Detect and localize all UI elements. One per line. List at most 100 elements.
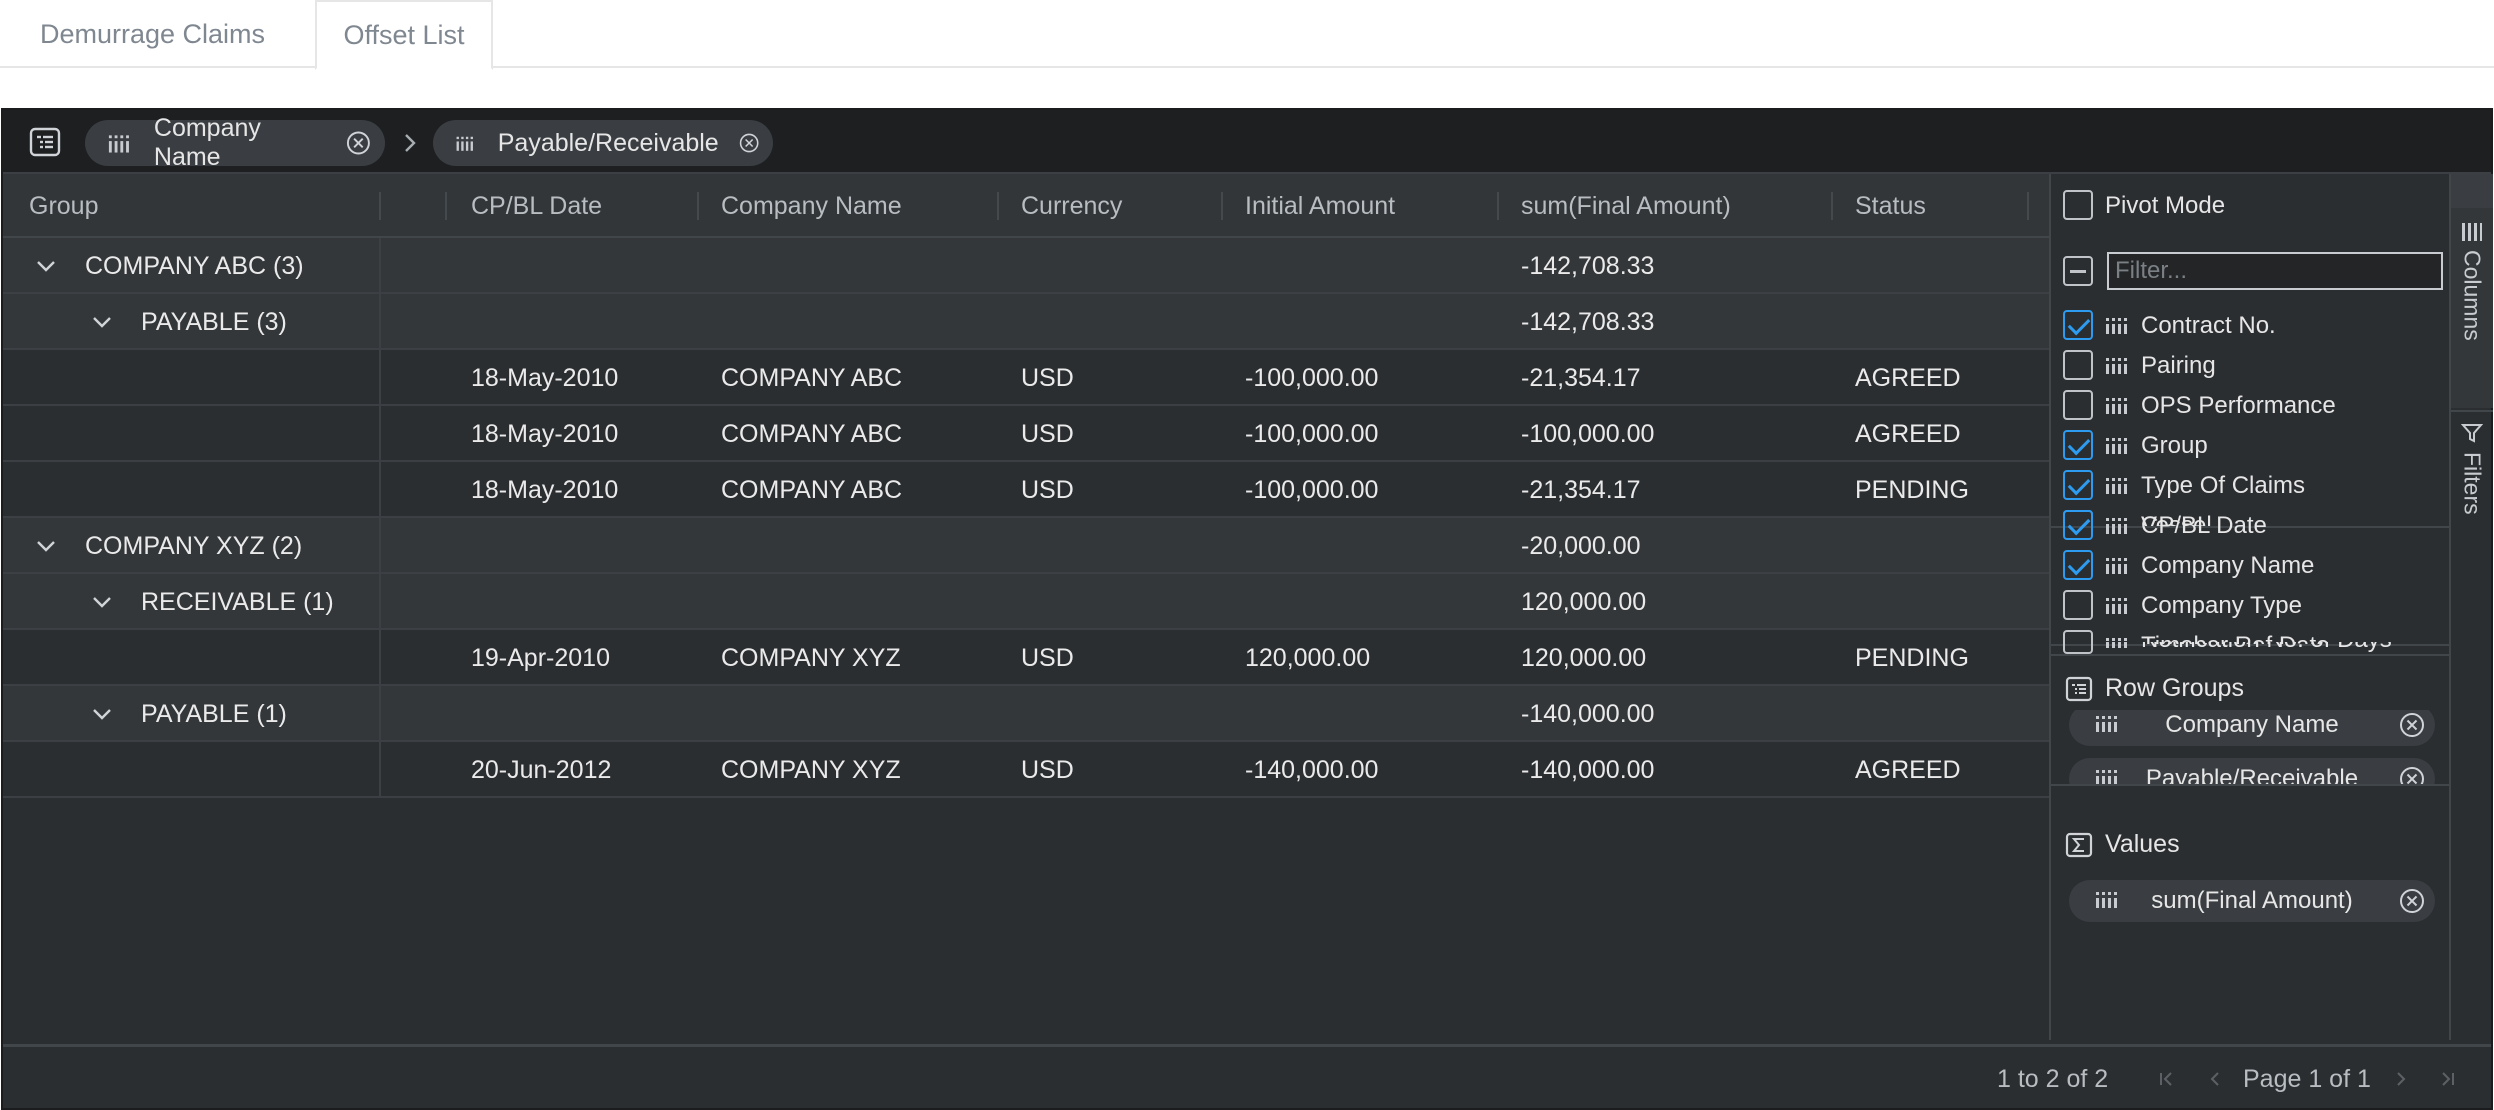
last-page-icon[interactable] [2437, 1069, 2457, 1089]
column-checkbox[interactable] [2063, 390, 2093, 420]
drag-handle-icon[interactable] [2105, 597, 2127, 615]
header-initial-amount[interactable]: Initial Amount [1245, 191, 1396, 220]
table-row-group[interactable]: COMPANY XYZ (2) -20,000.00 [3, 518, 2049, 574]
column-resize-handle[interactable] [997, 192, 999, 220]
column-resize-handle[interactable] [445, 192, 447, 220]
table-row-group[interactable]: RECEIVABLE (1) 120,000.00 [3, 574, 2049, 630]
column-filter-input[interactable]: Filter... [2107, 252, 2443, 290]
drag-handle-icon[interactable] [107, 133, 130, 153]
column-item-company-type[interactable]: Company Type [2051, 586, 2451, 626]
tab-demurrage-claims[interactable]: Demurrage Claims [39, 18, 266, 49]
remove-icon[interactable] [2399, 712, 2425, 738]
expand-toggle[interactable] [91, 574, 113, 630]
remove-icon[interactable] [2399, 888, 2425, 914]
expand-toggle[interactable] [35, 238, 57, 294]
header-group[interactable]: Group [29, 191, 99, 220]
status-cell: PENDING [1855, 475, 1969, 504]
column-checkbox[interactable] [2063, 310, 2093, 340]
column-checkbox[interactable] [2063, 430, 2093, 460]
column-resize-handle[interactable] [2027, 192, 2029, 220]
page-indicator: Page 1 of 1 [2243, 1064, 2371, 1093]
drag-handle-icon[interactable] [2105, 517, 2127, 535]
remove-icon[interactable] [739, 130, 759, 156]
drag-handle-icon[interactable] [2105, 437, 2127, 455]
select-all-checkbox[interactable] [2063, 256, 2093, 286]
column-item-contract-no[interactable]: Contract No. [2051, 306, 2451, 346]
pivot-mode-checkbox[interactable] [2063, 190, 2093, 220]
column-checkbox[interactable] [2063, 510, 2093, 540]
expand-toggle[interactable] [35, 518, 57, 574]
currency-cell: USD [1021, 419, 1074, 448]
column-resize-handle[interactable] [1831, 192, 1833, 220]
column-item-pairing[interactable]: Pairing [2051, 346, 2451, 386]
header-currency[interactable]: Currency [1021, 191, 1123, 220]
previous-page-icon[interactable] [2205, 1069, 2225, 1089]
next-page-icon[interactable] [2391, 1069, 2411, 1089]
table-row-group[interactable]: PAYABLE (3) -142,708.33 [3, 294, 2049, 350]
column-item-type-of-claims[interactable]: Type Of Claims [2051, 466, 2451, 506]
status-cell: AGREED [1855, 419, 1961, 448]
chevron-down-icon[interactable] [35, 259, 57, 273]
drag-handle-icon[interactable] [2105, 317, 2127, 335]
header-final-amount[interactable]: sum(Final Amount) [1521, 191, 1731, 220]
chevron-down-icon[interactable] [35, 539, 57, 553]
group-chip-payable-receivable[interactable]: Payable/Receivable [433, 120, 773, 166]
header-status[interactable]: Status [1855, 191, 1926, 220]
company-cell: COMPANY ABC [721, 419, 903, 448]
row-group-chip-company-name[interactable]: Company Name [2069, 710, 2435, 746]
column-resize-handle[interactable] [379, 192, 381, 220]
first-page-icon[interactable] [2157, 1069, 2177, 1089]
table-row-group[interactable]: PAYABLE (1) -140,000.00 [3, 686, 2049, 742]
header-company-name[interactable]: Company Name [721, 191, 902, 220]
drag-handle-icon[interactable] [455, 133, 474, 153]
final-amount-cell: -142,708.33 [1521, 251, 1655, 280]
group-chip-company-name[interactable]: Company Name [85, 114, 385, 171]
table-row[interactable]: 18-May-2010 COMPANY ABC USD -100,000.00 … [3, 462, 2049, 518]
column-checkbox[interactable] [2063, 470, 2093, 500]
table-row[interactable]: 20-Jun-2012 COMPANY XYZ USD -140,000.00 … [3, 742, 2049, 798]
header-cp-bl-date[interactable]: CP/BL Date [471, 191, 603, 220]
column-item-company-name[interactable]: Company Name [2051, 546, 2451, 586]
column-resize-handle[interactable] [697, 192, 699, 220]
group-cell: COMPANY ABC (3) [3, 238, 381, 294]
table-row-group[interactable]: COMPANY ABC (3) -142,708.33 [3, 238, 2049, 294]
column-resize-handle[interactable] [1221, 192, 1223, 220]
column-checkbox[interactable] [2063, 350, 2093, 380]
chevron-down-icon[interactable] [91, 595, 113, 609]
tab-offset-list[interactable]: Offset List [315, 0, 493, 70]
drag-handle-icon[interactable] [2095, 769, 2117, 786]
side-tab-columns-label: Columns [2459, 250, 2486, 341]
remove-icon[interactable] [2399, 766, 2425, 786]
table-row[interactable]: 18-May-2010 COMPANY ABC USD -100,000.00 … [3, 350, 2049, 406]
chevron-down-icon[interactable] [91, 315, 113, 329]
drag-handle-icon[interactable] [2105, 557, 2127, 575]
column-checkbox[interactable] [2063, 590, 2093, 620]
side-tab-columns[interactable]: Columns [2451, 208, 2493, 408]
column-checkbox[interactable] [2063, 642, 2093, 654]
drag-handle-icon[interactable] [2105, 637, 2127, 646]
remove-icon[interactable] [346, 130, 371, 156]
drag-handle-icon[interactable] [2095, 715, 2117, 733]
drag-handle-icon[interactable] [2105, 357, 2127, 375]
currency-cell: USD [1021, 475, 1074, 504]
chevron-down-icon[interactable] [91, 707, 113, 721]
column-resize-handle[interactable] [1497, 192, 1499, 220]
table-row[interactable]: 18-May-2010 COMPANY ABC USD -100,000.00 … [3, 406, 2049, 462]
drag-handle-icon[interactable] [2105, 477, 2127, 495]
side-tab-filters[interactable]: Filters [2451, 410, 2493, 540]
drag-handle-icon[interactable] [2105, 642, 2127, 649]
column-item-group[interactable]: Group [2051, 426, 2451, 466]
table-row[interactable]: 19-Apr-2010 COMPANY XYZ USD 120,000.00 1… [3, 630, 2049, 686]
column-item-timebar-ref-date[interactable]: Timebar Ref Date [2051, 626, 2451, 646]
column-checkbox[interactable] [2063, 550, 2093, 580]
row-group-chip-payable-receivable[interactable]: Payable/Receivable [2069, 758, 2435, 786]
column-checkbox[interactable] [2063, 630, 2093, 644]
column-item-cp-bl-date[interactable]: CP/BL Date [2051, 506, 2451, 546]
value-chip-final-amount[interactable]: sum(Final Amount) [2069, 880, 2435, 922]
drag-handle-icon[interactable] [2095, 891, 2117, 909]
column-item-ops-performance[interactable]: OPS Performance [2051, 386, 2451, 426]
expand-toggle[interactable] [91, 294, 113, 350]
drag-handle-icon[interactable] [2105, 397, 2127, 415]
column-item-notification-no-of-days[interactable]: Notification No. of Days [2051, 642, 2451, 654]
expand-toggle[interactable] [91, 686, 113, 742]
